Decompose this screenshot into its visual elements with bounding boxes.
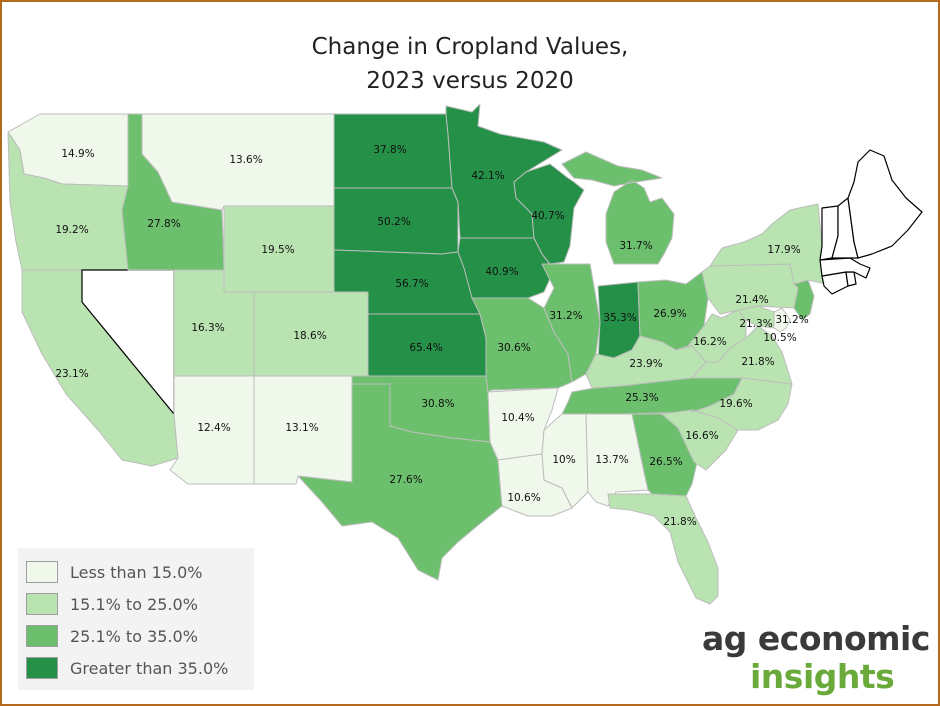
state-de bbox=[773, 307, 791, 333]
value-label-wy: 19.5% bbox=[261, 244, 294, 256]
legend-label: 25.1% to 35.0% bbox=[70, 626, 198, 646]
value-label-il: 31.2% bbox=[549, 310, 582, 322]
value-label-nc: 19.6% bbox=[719, 398, 752, 410]
value-label-md: 21.3% bbox=[739, 318, 772, 330]
value-label-ia: 40.9% bbox=[485, 266, 518, 278]
map-title: Change in Cropland Values, 2023 versus 2… bbox=[2, 30, 938, 98]
value-label-ky: 23.9% bbox=[629, 358, 662, 370]
value-label-wv: 16.2% bbox=[693, 336, 726, 348]
value-label-ms: 10% bbox=[552, 454, 575, 466]
value-label-az: 12.4% bbox=[197, 422, 230, 434]
value-label-nd: 37.8% bbox=[373, 144, 406, 156]
state-fl bbox=[607, 493, 719, 605]
legend-label: Greater than 35.0% bbox=[70, 658, 229, 678]
value-label-ca: 23.1% bbox=[55, 368, 88, 380]
value-label-tx: 27.6% bbox=[389, 474, 422, 486]
state-mi bbox=[561, 151, 675, 265]
value-label-la: 10.6% bbox=[507, 492, 540, 504]
legend-label: Less than 15.0% bbox=[70, 562, 203, 582]
value-label-fl: 21.8% bbox=[663, 516, 696, 528]
logo-line-1: ag economic bbox=[702, 619, 930, 658]
value-label-va: 21.8% bbox=[741, 356, 774, 368]
value-label-mi: 31.7% bbox=[619, 240, 652, 252]
value-label-ga: 26.5% bbox=[649, 456, 682, 468]
value-label-sd: 50.2% bbox=[377, 216, 410, 228]
legend: Less than 15.0% 15.1% to 25.0% 25.1% to 35… bbox=[18, 548, 254, 690]
legend-label: 15.1% to 25.0% bbox=[70, 594, 198, 614]
value-label-wa: 14.9% bbox=[61, 148, 94, 160]
value-label-mt: 13.6% bbox=[229, 154, 262, 166]
value-label-mn: 42.1% bbox=[471, 170, 504, 182]
value-label-tn: 25.3% bbox=[625, 392, 658, 404]
legend-swatch bbox=[26, 593, 58, 615]
value-label-in: 35.3% bbox=[603, 312, 636, 324]
value-label-ks: 65.4% bbox=[409, 342, 442, 354]
logo-line-2: insights bbox=[750, 657, 895, 696]
state-wi bbox=[513, 163, 585, 265]
state-il bbox=[541, 263, 601, 383]
state-ny bbox=[709, 203, 827, 285]
state-nj bbox=[793, 279, 815, 321]
value-label-id: 27.8% bbox=[147, 218, 180, 230]
title-line-2: 2023 versus 2020 bbox=[366, 68, 574, 94]
legend-item: 25.1% to 35.0% bbox=[26, 620, 254, 652]
value-label-al: 13.7% bbox=[595, 454, 628, 466]
value-label-oh: 26.9% bbox=[653, 308, 686, 320]
value-label-nm: 13.1% bbox=[285, 422, 318, 434]
value-label-co: 18.6% bbox=[293, 330, 326, 342]
value-label-pa: 21.4% bbox=[735, 294, 768, 306]
state-tx bbox=[297, 383, 503, 581]
state-ma bbox=[819, 257, 871, 279]
state-me bbox=[847, 149, 923, 259]
title-line-1: Change in Cropland Values, bbox=[311, 34, 629, 60]
legend-swatch bbox=[26, 561, 58, 583]
value-label-wi: 40.7% bbox=[531, 210, 564, 222]
legend-item: Less than 15.0% bbox=[26, 556, 254, 588]
value-label-ne: 56.7% bbox=[395, 278, 428, 290]
ag-economic-insights-logo: ag economic insights bbox=[702, 620, 934, 696]
legend-swatch bbox=[26, 625, 58, 647]
value-label-mo: 30.6% bbox=[497, 342, 530, 354]
value-label-nj: 31.2% bbox=[775, 314, 808, 326]
value-label-ok: 30.8% bbox=[421, 398, 454, 410]
value-label-ut: 16.3% bbox=[191, 322, 224, 334]
legend-swatch bbox=[26, 657, 58, 679]
state-wv bbox=[687, 309, 747, 363]
state-nc bbox=[691, 377, 793, 431]
value-label-or: 19.2% bbox=[55, 224, 88, 236]
state-ms bbox=[541, 413, 589, 509]
value-label-ny: 17.9% bbox=[767, 244, 800, 256]
legend-item: 15.1% to 25.0% bbox=[26, 588, 254, 620]
value-label-ar: 10.4% bbox=[501, 412, 534, 424]
value-label-sc: 16.6% bbox=[685, 430, 718, 442]
legend-item: Greater than 35.0% bbox=[26, 652, 254, 684]
state-pa bbox=[701, 263, 801, 315]
state-ri bbox=[845, 271, 857, 287]
value-label-de: 10.5% bbox=[763, 332, 796, 344]
